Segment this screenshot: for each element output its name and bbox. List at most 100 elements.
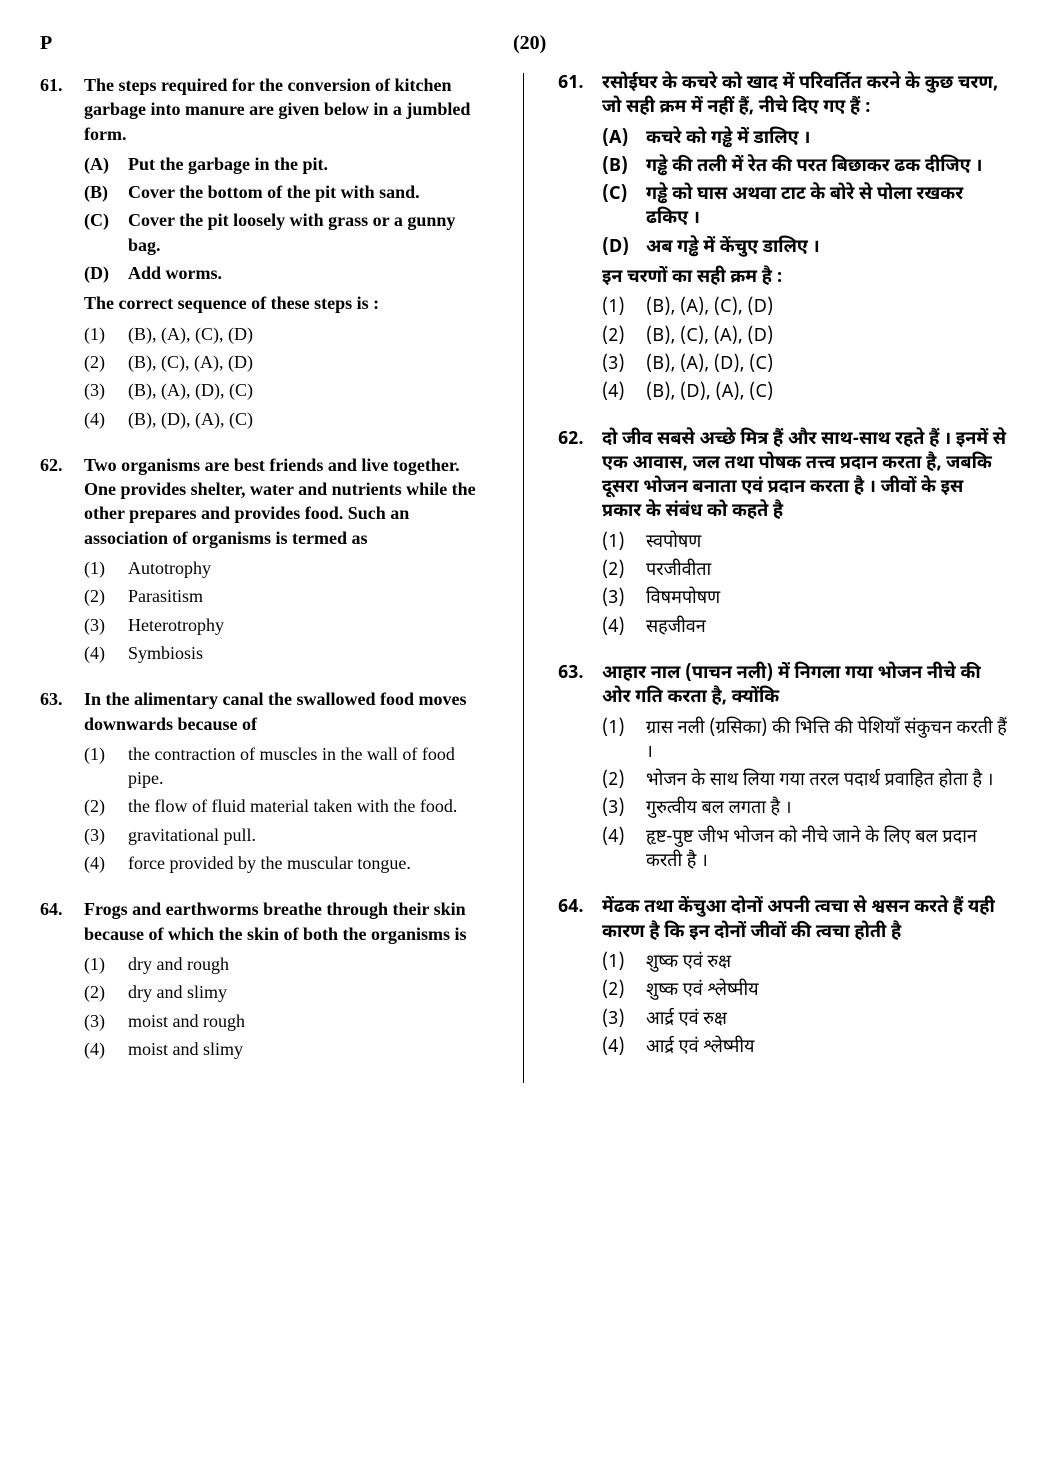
sub-text: गड्ढे को घास अथवा टाट के बोरे से पोला रख… <box>646 184 1007 233</box>
option-text: स्वपोषण <box>646 532 1007 556</box>
sub-step: (C)गड्ढे को घास अथवा टाट के बोरे से पोला… <box>602 184 1007 233</box>
option-text: (B), (D), (A), (C) <box>646 382 1007 406</box>
option-label: (2) <box>84 980 128 1004</box>
sub-label: (D) <box>84 261 128 285</box>
option-text: dry and slimy <box>128 980 489 1004</box>
option-text: (B), (A), (C), (D) <box>646 297 1007 321</box>
option: (4)हृष्ट-पुष्ट जीभ भोजन को नीचे जाने के … <box>602 827 1007 876</box>
option-label: (4) <box>602 1037 646 1061</box>
question-64: 64. Frogs and earthworms breathe through… <box>40 897 489 1065</box>
sub-label: (A) <box>602 128 646 152</box>
two-column-layout: 61. The steps required for the conversio… <box>40 73 1007 1083</box>
option-label: (4) <box>84 851 128 875</box>
option: (4)Symbiosis <box>84 641 489 665</box>
option-text: आर्द्र एवं रुक्ष <box>646 1009 1007 1033</box>
option-label: (1) <box>602 952 646 976</box>
option-text: moist and rough <box>128 1009 489 1033</box>
sub-text: Add worms. <box>128 261 489 285</box>
question-61-hi: 61. रसोईघर के कचरे को खाद में परिवर्तित … <box>558 73 1007 411</box>
option-text: the flow of fluid material taken with th… <box>128 794 489 818</box>
option: (2)Parasitism <box>84 584 489 608</box>
question-62-hi: 62. दो जीव सबसे अच्छे मित्र हैं और साथ-स… <box>558 429 1007 645</box>
option-text: Autotrophy <box>128 556 489 580</box>
question-number: 62. <box>40 453 84 669</box>
question-stem: रसोईघर के कचरे को खाद में परिवर्तित करने… <box>602 73 1007 122</box>
question-number: 64. <box>40 897 84 1065</box>
option: (2)परजीवीता <box>602 560 1007 584</box>
sub-text: कचरे को गड्ढे में डालिए । <box>646 128 1007 152</box>
option-label: (4) <box>602 617 646 641</box>
option-label: (4) <box>84 407 128 431</box>
option-label: (4) <box>84 1037 128 1061</box>
option-text: गुरुत्वीय बल लगता है । <box>646 798 1007 822</box>
sub-text: अब गड्ढे में केंचुए डालिए । <box>646 237 1007 261</box>
option-text: ग्रास नली (ग्रसिका) की भित्ति की पेशियाँ… <box>646 718 1007 767</box>
question-stem: The steps required for the conversion of… <box>84 73 489 146</box>
option-text: आर्द्र एवं श्लेष्मीय <box>646 1037 1007 1061</box>
option: (1)स्वपोषण <box>602 532 1007 556</box>
option: (3)(B), (A), (D), (C) <box>84 378 489 402</box>
option: (4)force provided by the muscular tongue… <box>84 851 489 875</box>
option-text: the contraction of muscles in the wall o… <box>128 742 489 791</box>
option-text: (B), (A), (D), (C) <box>128 378 489 402</box>
question-number: 64. <box>558 897 602 1065</box>
option-label: (4) <box>602 827 646 876</box>
sub-step: (A)कचरे को गड्ढे में डालिए । <box>602 128 1007 152</box>
option-text: भोजन के साथ लिया गया तरल पदार्थ प्रवाहित… <box>646 770 1007 794</box>
option: (3)विषमपोषण <box>602 588 1007 612</box>
option-label: (2) <box>602 326 646 350</box>
sub-text: गड्ढे की तली में रेत की परत बिछाकर ढक दी… <box>646 156 1007 180</box>
option-text: (B), (D), (A), (C) <box>128 407 489 431</box>
option: (2)(B), (C), (A), (D) <box>602 326 1007 350</box>
option: (1)dry and rough <box>84 952 489 976</box>
option: (1)Autotrophy <box>84 556 489 580</box>
sub-label: (D) <box>602 237 646 261</box>
sub-label: (B) <box>602 156 646 180</box>
option: (4)(B), (D), (A), (C) <box>84 407 489 431</box>
column-divider <box>523 73 524 1083</box>
question-stem: दो जीव सबसे अच्छे मित्र हैं और साथ-साथ र… <box>602 429 1007 526</box>
sub-text: Cover the bottom of the pit with sand. <box>128 180 489 204</box>
question-stem: आहार नाल (पाचन नली) में निगला गया भोजन न… <box>602 663 1007 712</box>
option: (1)शुष्क एवं रुक्ष <box>602 952 1007 976</box>
option-text: (B), (A), (C), (D) <box>128 322 489 346</box>
option-label: (3) <box>602 1009 646 1033</box>
option: (3)moist and rough <box>84 1009 489 1033</box>
question-number: 63. <box>40 687 84 879</box>
option: (3)गुरुत्वीय बल लगता है । <box>602 798 1007 822</box>
option: (3)आर्द्र एवं रुक्ष <box>602 1009 1007 1033</box>
option: (1)(B), (A), (C), (D) <box>602 297 1007 321</box>
sub-text: Put the garbage in the pit. <box>128 152 489 176</box>
question-62: 62. Two organisms are best friends and l… <box>40 453 489 669</box>
option-text: विषमपोषण <box>646 588 1007 612</box>
option-text: Parasitism <box>128 584 489 608</box>
page-number: (20) <box>513 30 546 57</box>
page-header: P (20) <box>40 30 1007 57</box>
option-label: (1) <box>602 297 646 321</box>
option-label: (3) <box>602 588 646 612</box>
question-prompt: The correct sequence of these steps is : <box>84 291 489 315</box>
sub-step: (B)Cover the bottom of the pit with sand… <box>84 180 489 204</box>
option-label: (2) <box>84 584 128 608</box>
option-text: gravitational pull. <box>128 823 489 847</box>
option: (3)gravitational pull. <box>84 823 489 847</box>
question-61: 61. The steps required for the conversio… <box>40 73 489 435</box>
option: (2)(B), (C), (A), (D) <box>84 350 489 374</box>
option-label: (3) <box>84 823 128 847</box>
option: (4)moist and slimy <box>84 1037 489 1061</box>
option-label: (2) <box>602 770 646 794</box>
question-stem: In the alimentary canal the swallowed fo… <box>84 687 489 736</box>
option-label: (3) <box>602 354 646 378</box>
option-label: (1) <box>84 322 128 346</box>
option-label: (3) <box>84 1009 128 1033</box>
option-text: शुष्क एवं रुक्ष <box>646 952 1007 976</box>
option-label: (2) <box>602 980 646 1004</box>
option-label: (2) <box>602 560 646 584</box>
option-text: Heterotrophy <box>128 613 489 637</box>
sub-text: Cover the pit loosely with grass or a gu… <box>128 208 489 257</box>
sub-step: (B)गड्ढे की तली में रेत की परत बिछाकर ढक… <box>602 156 1007 180</box>
option-label: (4) <box>602 382 646 406</box>
option: (1)the contraction of muscles in the wal… <box>84 742 489 791</box>
sub-label: (C) <box>84 208 128 257</box>
option-label: (1) <box>84 556 128 580</box>
